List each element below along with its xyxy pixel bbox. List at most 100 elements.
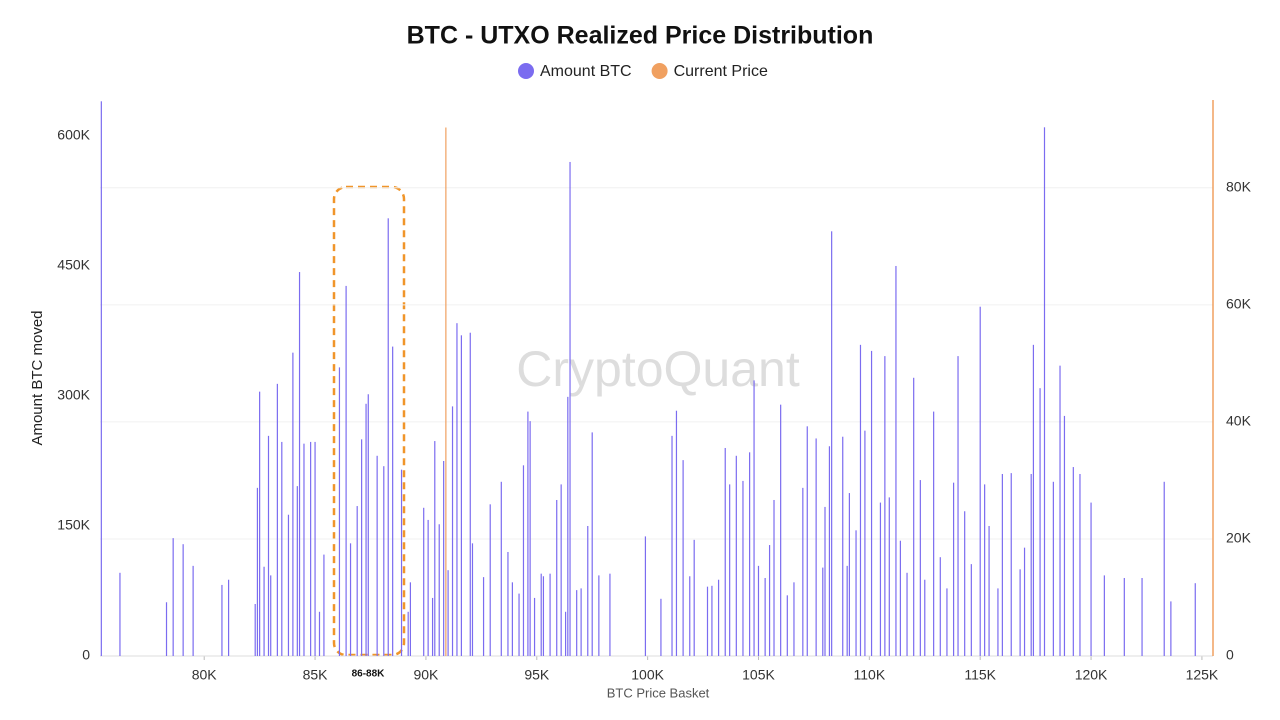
bar	[281, 441, 283, 656]
bar	[567, 396, 569, 656]
chart-title: BTC - UTXO Realized Price Distribution	[407, 22, 874, 50]
y2-tick-label: 20K	[1226, 530, 1252, 546]
bar	[254, 603, 256, 656]
bar	[609, 573, 611, 656]
bar	[706, 586, 709, 656]
bar	[1059, 365, 1061, 656]
bar	[864, 430, 866, 656]
bar	[529, 421, 531, 656]
bar	[438, 524, 440, 656]
bar	[1043, 127, 1046, 656]
bar	[735, 455, 737, 656]
bar	[192, 565, 194, 656]
bar	[392, 346, 394, 656]
bar	[802, 487, 804, 656]
bar	[100, 101, 102, 657]
bar	[356, 506, 358, 656]
bar	[1001, 473, 1003, 656]
bar	[1079, 473, 1081, 656]
bar	[1052, 481, 1054, 656]
bar	[172, 538, 174, 656]
bar	[533, 597, 536, 656]
bar	[842, 436, 844, 656]
bar	[267, 435, 270, 656]
bar	[409, 582, 411, 656]
bar	[644, 536, 647, 656]
bar	[970, 564, 972, 656]
watermark: CryptoQuant	[516, 341, 800, 397]
bar	[764, 577, 766, 656]
bar	[895, 265, 897, 656]
y2-tick-label: 0	[1226, 647, 1234, 663]
bar	[899, 540, 901, 656]
bar	[729, 484, 731, 656]
bar	[1030, 473, 1032, 656]
bar	[259, 391, 261, 656]
bar	[511, 582, 513, 656]
bar	[957, 356, 959, 656]
bar	[946, 588, 948, 656]
bar	[793, 582, 795, 656]
bar	[456, 323, 458, 656]
legend-marker	[518, 63, 534, 79]
bar	[507, 551, 509, 656]
bar	[682, 460, 684, 656]
bar	[939, 557, 941, 656]
bar	[387, 218, 389, 656]
bar	[1032, 344, 1035, 656]
bar	[469, 332, 471, 656]
bar	[933, 411, 935, 656]
bar	[564, 611, 567, 656]
bar	[227, 579, 230, 656]
bar	[298, 272, 301, 656]
bar	[1023, 547, 1026, 656]
bar	[768, 545, 771, 656]
x-tick-label: 105K	[742, 667, 775, 683]
bar	[323, 554, 325, 656]
bar	[780, 404, 782, 656]
bar	[471, 543, 474, 656]
bar	[287, 514, 290, 656]
bar	[383, 466, 385, 656]
bar	[427, 519, 429, 656]
bar	[1039, 388, 1041, 656]
y-tick-label: 150K	[57, 517, 90, 533]
legend-label: Current Price	[674, 63, 768, 80]
bar	[924, 579, 926, 656]
bar	[1163, 481, 1165, 656]
bar	[540, 573, 542, 656]
bar	[276, 383, 278, 656]
bar	[434, 441, 436, 656]
bar	[824, 506, 826, 656]
highlight-box	[332, 185, 406, 657]
bar	[1010, 473, 1012, 656]
y-tick-label: 450K	[57, 257, 90, 273]
bar	[256, 487, 259, 656]
bar	[1141, 577, 1143, 656]
bar	[443, 460, 445, 656]
bar	[1072, 467, 1074, 656]
bar	[964, 511, 966, 656]
x-tick-label: 115K	[964, 667, 996, 683]
bar	[773, 499, 775, 656]
bar	[580, 588, 582, 656]
bar	[445, 127, 447, 656]
bar	[365, 403, 367, 656]
annotation: 86-88K	[352, 669, 386, 680]
bar	[1194, 583, 1196, 656]
bar	[859, 344, 862, 656]
bar	[870, 350, 873, 656]
bar	[361, 439, 363, 656]
bar	[888, 497, 890, 656]
x-tick-label: 125K	[1186, 667, 1219, 683]
bar	[560, 484, 562, 656]
bar	[549, 573, 551, 656]
bar	[855, 530, 857, 656]
bar	[482, 577, 485, 656]
bar	[717, 579, 720, 656]
bar	[376, 455, 378, 656]
bar	[1063, 415, 1066, 656]
bar	[270, 575, 272, 656]
bar	[997, 588, 999, 656]
